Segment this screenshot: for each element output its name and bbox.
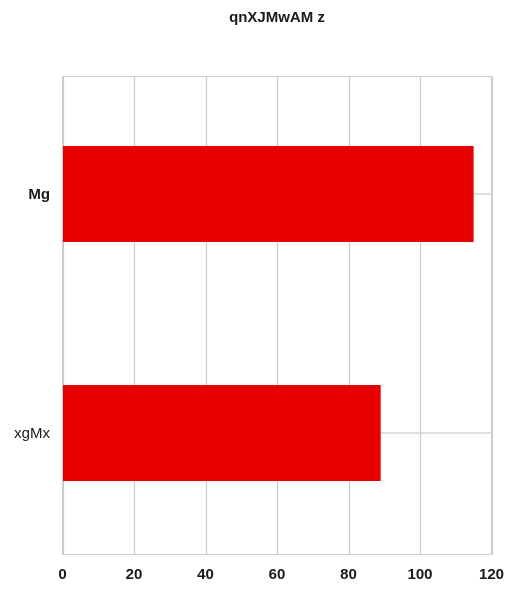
y-tick-label: Mg xyxy=(28,186,50,203)
x-tick-label: 0 xyxy=(58,566,66,583)
x-tick-label: 20 xyxy=(126,566,143,583)
bars xyxy=(62,146,474,481)
x-axis-ticks: 0 20 40 60 80 100 120 xyxy=(58,566,504,583)
y-axis-ticks: Mg xgMx xyxy=(14,186,50,442)
x-tick-label: 40 xyxy=(197,566,214,583)
x-tick-label: 60 xyxy=(269,566,286,583)
x-tick-label: 120 xyxy=(479,566,504,583)
bar-mg xyxy=(62,146,474,242)
x-tick-label: 80 xyxy=(340,566,357,583)
x-tick-label: 100 xyxy=(407,566,432,583)
y-tick-label: xgMx xyxy=(14,425,50,442)
bar-xgmx xyxy=(62,385,381,481)
plot-frame xyxy=(62,76,492,555)
chart-title: qnXJMwAM z xyxy=(229,9,325,26)
